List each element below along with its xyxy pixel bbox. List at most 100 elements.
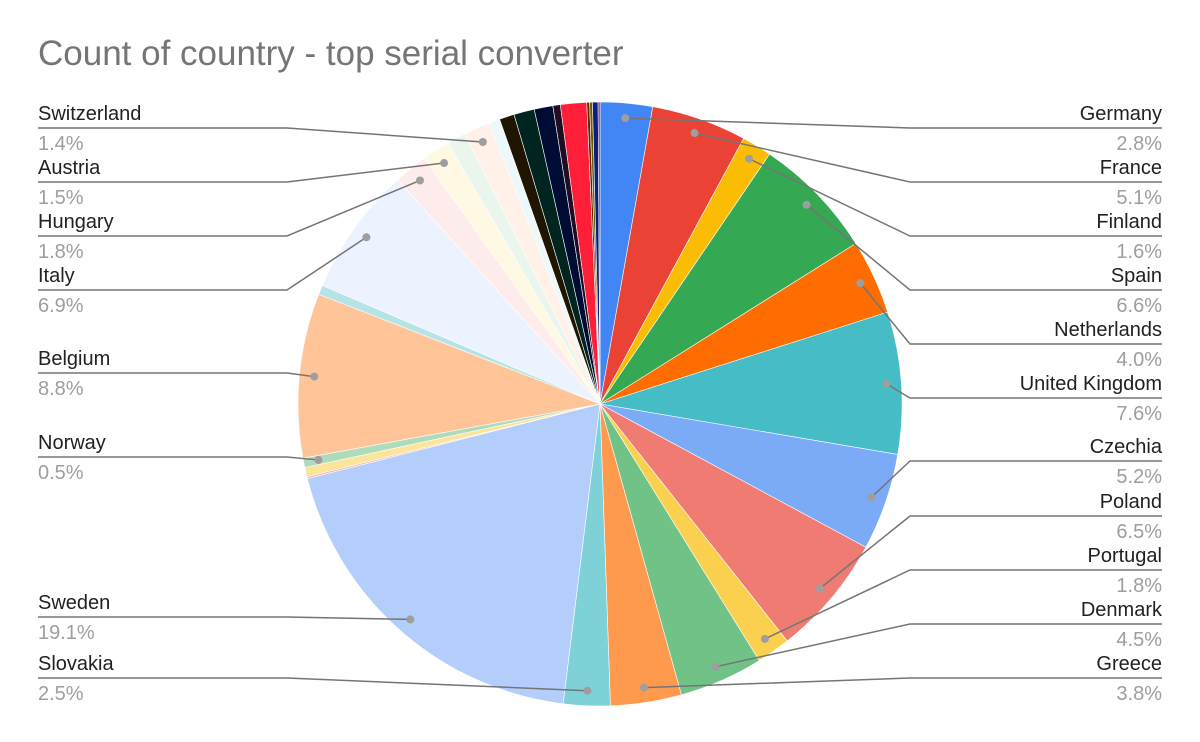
label-name: Switzerland xyxy=(38,103,142,125)
leader-dot xyxy=(440,159,449,168)
leader-line xyxy=(819,515,1162,590)
leader-dot xyxy=(583,686,592,695)
label-name: Austria xyxy=(38,157,101,179)
label-percent: 8.8% xyxy=(38,378,84,400)
label-name: Italy xyxy=(38,265,75,287)
leader-line xyxy=(748,158,1162,237)
leader-dot xyxy=(310,372,319,381)
label-name: Hungary xyxy=(38,211,114,233)
label-name: Poland xyxy=(1099,491,1162,513)
label-percent: 19.1% xyxy=(38,622,95,644)
label-percent: 3.8% xyxy=(1116,683,1162,705)
chart-title: Count of country - top serial converter xyxy=(38,34,624,73)
label-percent: 1.5% xyxy=(38,187,84,209)
data-label: United Kingdom 7.6% xyxy=(1020,372,1162,426)
leader-line xyxy=(643,677,1162,689)
leader-line xyxy=(38,162,445,183)
label-name: Czechia xyxy=(1089,436,1162,458)
label-percent: 6.5% xyxy=(1116,521,1162,543)
label-name: France xyxy=(1099,157,1162,179)
leader-dot xyxy=(882,379,891,388)
label-name: United Kingdom xyxy=(1019,373,1162,395)
label-percent: 6.6% xyxy=(1116,295,1162,317)
leader-line xyxy=(859,282,1162,345)
leader-dot xyxy=(478,138,487,147)
leader-dot xyxy=(745,154,754,163)
pie-slice[interactable] xyxy=(597,101,601,405)
label-name: Belgium xyxy=(38,348,111,370)
leader-dot xyxy=(639,683,648,692)
leader-line xyxy=(38,179,421,237)
data-label: Sweden 19.1% xyxy=(38,591,110,645)
leader-dot xyxy=(802,200,811,209)
label-percent: 1.4% xyxy=(38,133,84,155)
leader-line xyxy=(806,204,1162,291)
leader-dot xyxy=(690,129,699,138)
leader-dot xyxy=(856,279,865,288)
leader-line xyxy=(38,456,319,461)
label-percent: 7.6% xyxy=(1116,403,1162,425)
label-percent: 5.2% xyxy=(1116,466,1162,488)
leader-dot xyxy=(406,615,415,624)
pie-slice-spain[interactable] xyxy=(599,153,857,405)
leader-line xyxy=(625,117,1162,129)
label-percent: 1.6% xyxy=(1116,241,1162,263)
leader-dot xyxy=(362,233,371,242)
leader-dot xyxy=(416,176,425,185)
leader-dot xyxy=(760,634,769,643)
leader-line xyxy=(38,236,367,291)
label-percent: 2.8% xyxy=(1116,133,1162,155)
label-percent: 6.9% xyxy=(38,295,84,317)
leader-dot xyxy=(867,493,876,502)
label-percent: 2.5% xyxy=(38,683,84,705)
data-label: Austria 1.5% xyxy=(38,156,100,210)
label-name: Denmark xyxy=(1080,599,1162,621)
label-percent: 1.8% xyxy=(38,241,84,263)
label-name: Spain xyxy=(1110,265,1162,287)
leader-dot xyxy=(621,114,630,123)
label-percent: 0.5% xyxy=(38,462,84,484)
data-label: France 5.1% xyxy=(1100,156,1162,210)
data-label: Belgium 8.8% xyxy=(38,347,110,401)
label-name: Portugal xyxy=(1087,545,1163,567)
label-percent: 1.8% xyxy=(1116,575,1162,597)
label-name: Netherlands xyxy=(1054,319,1162,341)
data-label: Germany 2.8% xyxy=(1080,102,1162,156)
data-label: Portugal 1.8% xyxy=(1088,544,1163,598)
label-percent: 4.5% xyxy=(1116,629,1162,651)
data-label: Czechia 5.2% xyxy=(1090,435,1162,489)
pie-slice-poland[interactable] xyxy=(599,403,867,642)
data-label: Switzerland 1.4% xyxy=(38,102,141,156)
label-name: Norway xyxy=(38,432,106,454)
data-label: Italy 6.9% xyxy=(38,264,84,318)
data-label: Finland 1.6% xyxy=(1096,210,1162,264)
label-name: Finland xyxy=(1096,211,1162,233)
data-label: Norway 0.5% xyxy=(38,431,106,485)
leader-line xyxy=(715,623,1162,668)
label-percent: 4.0% xyxy=(1116,349,1162,371)
pie-slice-united-kingdom[interactable] xyxy=(599,311,903,455)
data-label: Netherlands 4.0% xyxy=(1054,318,1162,372)
data-label: Spain 6.6% xyxy=(1111,264,1162,318)
pie-slice-sweden[interactable] xyxy=(306,403,601,705)
leader-line xyxy=(38,677,588,692)
label-name: Greece xyxy=(1096,653,1162,675)
leader-dot xyxy=(815,584,824,593)
label-name: Slovakia xyxy=(38,653,114,675)
data-label: Hungary 1.8% xyxy=(38,210,114,264)
label-name: Sweden xyxy=(38,592,111,614)
leader-line xyxy=(38,127,483,143)
leader-line xyxy=(764,569,1162,640)
label-name: Germany xyxy=(1079,103,1162,125)
pie-slice-italy[interactable] xyxy=(321,179,601,405)
leader-line xyxy=(885,383,1162,399)
leader-dot xyxy=(711,662,720,671)
data-label: Poland 6.5% xyxy=(1100,490,1162,544)
leader-line xyxy=(38,616,411,621)
leader-line xyxy=(870,460,1162,498)
leader-line xyxy=(694,132,1162,183)
leader-line xyxy=(38,372,315,378)
data-label: Greece 3.8% xyxy=(1096,652,1162,706)
leader-dot xyxy=(314,455,323,464)
